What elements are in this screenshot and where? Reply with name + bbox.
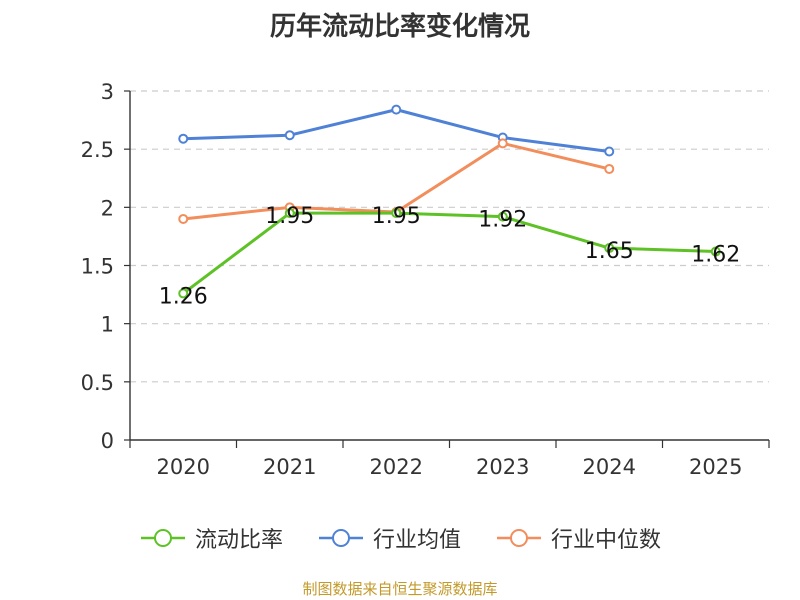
legend-swatch-industry-mean [318,529,363,547]
series-line-1 [183,108,610,153]
y-tick-label: 1 [101,313,114,337]
data-point [604,146,615,157]
data-label: 1.92 [478,208,527,233]
x-tick-label: 2022 [370,455,423,479]
legend-label-current-ratio: 流动比率 [194,528,283,553]
data-label: 1.62 [691,243,740,268]
legend-label-industry-median: 行业中位数 [551,528,662,553]
data-point [284,208,295,219]
legend: 流动比率 行业均值 行业中位数 [0,518,800,558]
data-point [391,104,402,115]
data-label: 1.95 [265,204,314,229]
legend-label-industry-mean: 行业均值 [372,528,461,553]
data-point [604,163,615,174]
y-tick-label: 2 [101,196,114,220]
data-point [497,211,508,222]
x-tick-label: 2021 [263,455,316,479]
legend-swatch-industry-median [497,529,541,547]
x-tick-label: 2023 [476,455,529,479]
legend-item-industry-median[interactable]: 行业中位数 [495,522,661,554]
data-point [604,243,615,254]
data-label: 1.95 [372,204,421,229]
y-tick-label: 0 [101,429,114,453]
data-point [497,138,508,149]
data-label: 1.65 [585,239,634,264]
y-tick-label: 3 [101,80,114,104]
data-point [178,288,189,299]
y-tick-label: 2.5 [81,138,114,162]
data-point [284,130,295,141]
legend-swatch-current-ratio [140,529,185,547]
data-point [178,133,189,144]
y-tick-label: 1.5 [81,255,114,279]
y-tick-label: 0.5 [81,371,114,395]
legend-item-current-ratio[interactable]: 流动比率 [139,522,283,554]
series-line-0 [182,211,716,295]
data-point [391,208,402,219]
x-tick-label: 2025 [689,455,742,479]
x-tick-label: 2024 [583,455,636,479]
data-label: 1.26 [159,284,208,309]
chart-title: 历年流动比率变化情况 [269,12,530,42]
data-point [710,246,721,257]
data-point [178,213,189,224]
legend-item-industry-mean[interactable]: 行业均值 [317,522,461,554]
x-tick-label: 2020 [157,455,210,479]
source-note: 制图数据来自恒生聚源数据库 [302,580,498,598]
